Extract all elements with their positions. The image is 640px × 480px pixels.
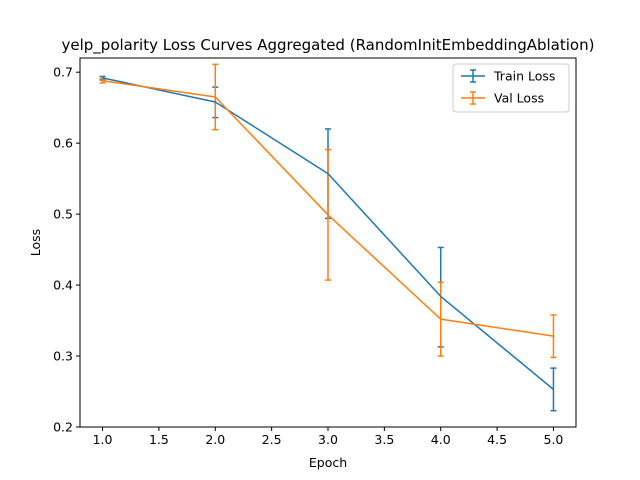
legend: Train Loss Val Loss (452, 63, 570, 113)
x-tick-label: 3.5 (374, 432, 394, 447)
legend-val-label: Val Loss (494, 91, 544, 106)
y-axis-ticks: 0.2 0.3 0.4 0.5 0.6 0.7 (53, 65, 80, 435)
legend-entry-val-loss: Val Loss (461, 91, 544, 106)
x-tick-label: 2.5 (262, 432, 282, 447)
x-tick-label: 1.5 (149, 432, 169, 447)
series-lines (102, 77, 554, 390)
train-loss-line (102, 77, 554, 390)
y-tick-label: 0.3 (53, 349, 73, 364)
y-tick-label: 0.5 (53, 207, 73, 222)
y-axis-label: Loss (28, 229, 43, 256)
x-tick-label: 4.5 (487, 432, 507, 447)
y-tick-label: 0.6 (53, 136, 73, 151)
y-tick-label: 0.4 (53, 278, 73, 293)
plot-area-frame (79, 57, 577, 428)
legend-entry-train-loss: Train Loss (461, 69, 555, 84)
legend-train-label: Train Loss (493, 69, 555, 84)
y-tick-label: 0.2 (53, 420, 73, 435)
x-tick-label: 3.0 (318, 432, 338, 447)
x-tick-label: 5.0 (544, 432, 564, 447)
x-axis-ticks: 1.0 1.5 2.0 2.5 3.0 3.5 4.0 4.5 5.0 (93, 427, 564, 447)
x-tick-label: 2.0 (205, 432, 225, 447)
val-loss-line (102, 79, 554, 337)
chart-title: yelp_polarity Loss Curves Aggregated (Ra… (62, 36, 595, 55)
x-tick-label: 4.0 (431, 432, 451, 447)
x-axis-label: Epoch (309, 455, 347, 470)
y-tick-label: 0.7 (53, 65, 73, 80)
x-tick-label: 1.0 (93, 432, 113, 447)
